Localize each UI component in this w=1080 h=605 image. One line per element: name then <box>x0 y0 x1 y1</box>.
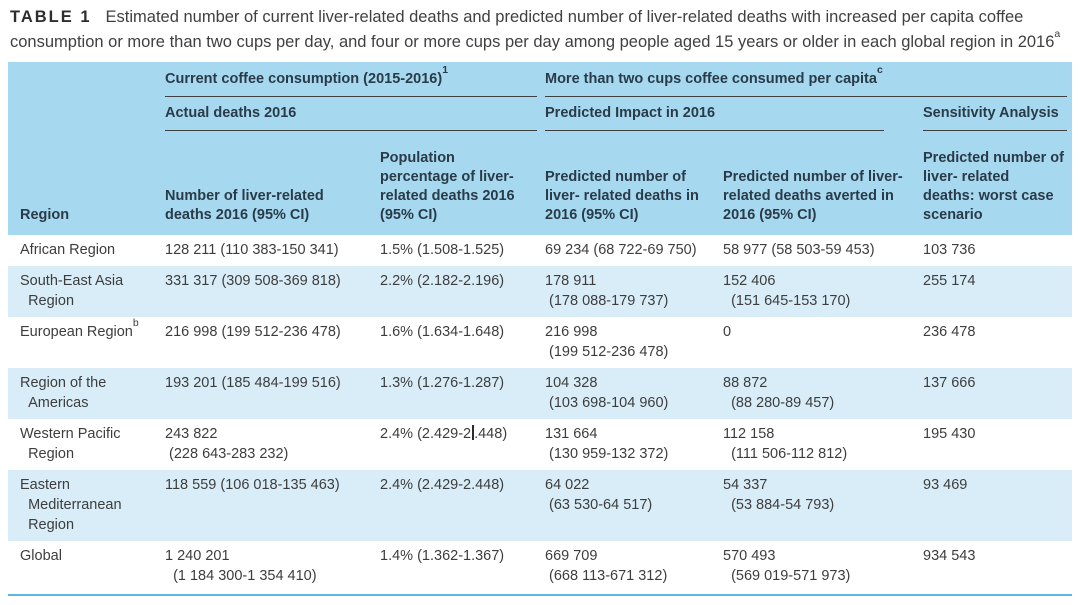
data-cell: 331 317 (309 508-369 818) <box>160 266 375 317</box>
table-body: African Region 128 211 (110 383-150 341) 1… <box>8 235 1073 596</box>
data-cell: 2.2% (2.182-2.196) <box>375 266 540 317</box>
column-header-row: Region Number of liver-related deaths 201… <box>8 131 1073 235</box>
data-cell: 2.4% (2.429-2.448) <box>375 470 540 541</box>
column-header: Number of liver-related deaths 2016 (95%… <box>160 131 375 235</box>
table-row: Western Pacific Region 243 822 (228 643-2… <box>8 419 1072 470</box>
data-cell: 1.5% (1.508-1.525) <box>380 242 505 258</box>
table-row: Eastern Mediterranean Region 118 559 (106… <box>8 470 1073 541</box>
column-header: Region <box>8 131 160 235</box>
data-cell: 69 234 (68 722-69 750) <box>545 242 697 258</box>
table-caption-text: Estimated number of current liver-relate… <box>10 8 1055 51</box>
subgroup-header-row: Actual deaths 2016 Predicted Impact in 2… <box>8 97 1073 131</box>
data-cell: 128 211 (110 383-150 341) <box>165 242 339 258</box>
data-cell: 2.4% (2.429-2.448) <box>380 425 508 442</box>
group-header-row: Current coffee consumption (2015-2016)1 … <box>8 62 1073 97</box>
data-cell: 195 430 <box>923 426 976 442</box>
column-header: Predicted number of liver- related death… <box>540 131 718 235</box>
data-cell: 1.6% (1.634-1.648) <box>380 324 505 340</box>
data-cell: 255 174 <box>918 266 1073 317</box>
data-cell: 1 240 201 (1 184 300-1 354 410) <box>160 541 375 596</box>
region-cell: Western Pacific Region <box>20 426 121 462</box>
column-header: Predicted number of liver- related death… <box>918 131 1073 235</box>
group-header-two-cups: More than two cups coffee consumed per c… <box>540 62 1073 97</box>
header-spacer-cell <box>8 97 160 131</box>
data-cell: 88 872 (88 280-89 457) <box>718 368 918 419</box>
group-header-current-consumption-label: Current coffee consumption (2015-2016) <box>165 71 443 87</box>
table-row: European Regionb 216 998 (199 512-236 478… <box>8 317 1072 368</box>
table-caption: TABLE 1 Estimated number of current liver… <box>0 0 1080 55</box>
table-row: South-East Asia Region 331 317 (309 508-3… <box>8 266 1073 317</box>
region-cell: Eastern Mediterranean Region <box>8 470 160 541</box>
data-cell: 1.4% (1.362-1.367) <box>375 541 540 596</box>
table-row: Region of the Americas 193 201 (185 484-1… <box>8 368 1073 419</box>
group2-footnote-marker: c <box>876 64 883 77</box>
data-cell: 216 998 (199 512-236 478) <box>165 324 341 340</box>
caption-footnote-marker: a <box>1054 27 1061 40</box>
data-cell: 152 406 (151 645-153 170) <box>718 266 918 317</box>
region-cell: Region of the Americas <box>8 368 160 419</box>
data-cell: 137 666 <box>918 368 1073 419</box>
subheader-actual-deaths-label: Actual deaths 2016 <box>165 104 537 131</box>
header-spacer-cell <box>8 62 160 97</box>
table-caption-label: TABLE 1 <box>10 8 92 26</box>
data-cell: 570 493 (569 019-571 973) <box>718 541 918 596</box>
subheader-sensitivity-analysis: Sensitivity Analysis <box>918 97 1073 131</box>
data-cell: 934 543 <box>918 541 1073 596</box>
data-cell: 193 201 (185 484-199 516) <box>160 368 375 419</box>
column-header: Population percentage of liver-related d… <box>375 131 540 235</box>
data-cell: 93 469 <box>918 470 1073 541</box>
data-cell: 58 977 (58 503-59 453) <box>723 242 875 258</box>
region-cell: African Region <box>20 242 116 258</box>
group-header-current-consumption: Current coffee consumption (2015-2016)1 <box>160 62 540 97</box>
data-cell: 216 998 (199 512-236 478) <box>545 324 669 360</box>
subheader-sensitivity-analysis-label: Sensitivity Analysis <box>923 104 1068 131</box>
subheader-actual-deaths: Actual deaths 2016 <box>160 97 540 131</box>
column-header: Predicted number of liver-related deaths… <box>718 131 918 235</box>
table-row: African Region 128 211 (110 383-150 341) 1… <box>8 235 1072 266</box>
region-cell: European Regionb <box>20 317 139 340</box>
subheader-predicted-impact-label: Predicted Impact in 2016 <box>545 104 884 131</box>
data-cell: 112 158 (111 506-112 812) <box>723 426 848 462</box>
data-cell: 104 328 (103 698-104 960) <box>540 368 718 419</box>
data-cell: 0 <box>723 324 732 340</box>
data-cell: 118 559 (106 018-135 463) <box>160 470 375 541</box>
data-cell: 243 822 (228 643-283 232) <box>165 426 289 462</box>
results-table: Current coffee consumption (2015-2016) 1 … <box>8 62 1073 596</box>
data-cell: 64 022 (63 530-64 517) <box>540 470 718 541</box>
table-row: Global 1 240 201 (1 184 300-1 354 410) 1.4… <box>8 541 1073 596</box>
data-cell: 103 736 <box>923 242 976 258</box>
subheader-predicted-impact: Predicted Impact in 2016 <box>540 97 918 131</box>
region-footnote-marker: b <box>132 317 139 330</box>
text-cursor <box>472 425 474 440</box>
data-cell: 54 337 (53 884-54 793) <box>718 470 918 541</box>
table-header: Current coffee consumption (2015-2016)1 … <box>8 62 1073 235</box>
data-cell: 178 911 (178 088-179 737) <box>540 266 718 317</box>
data-cell: 1.3% (1.276-1.287) <box>375 368 540 419</box>
group-header-two-cups-label: More than two cups coffee consumed per c… <box>545 71 877 87</box>
data-cell: 669 709 (668 113-671 312) <box>540 541 718 596</box>
data-cell: 236 478 <box>923 324 976 340</box>
region-cell: Global <box>8 541 160 596</box>
group1-footnote-marker: 1 <box>442 64 449 77</box>
data-cell: 131 664 (130 959-132 372) <box>545 426 669 462</box>
region-cell: South-East Asia Region <box>8 266 160 317</box>
